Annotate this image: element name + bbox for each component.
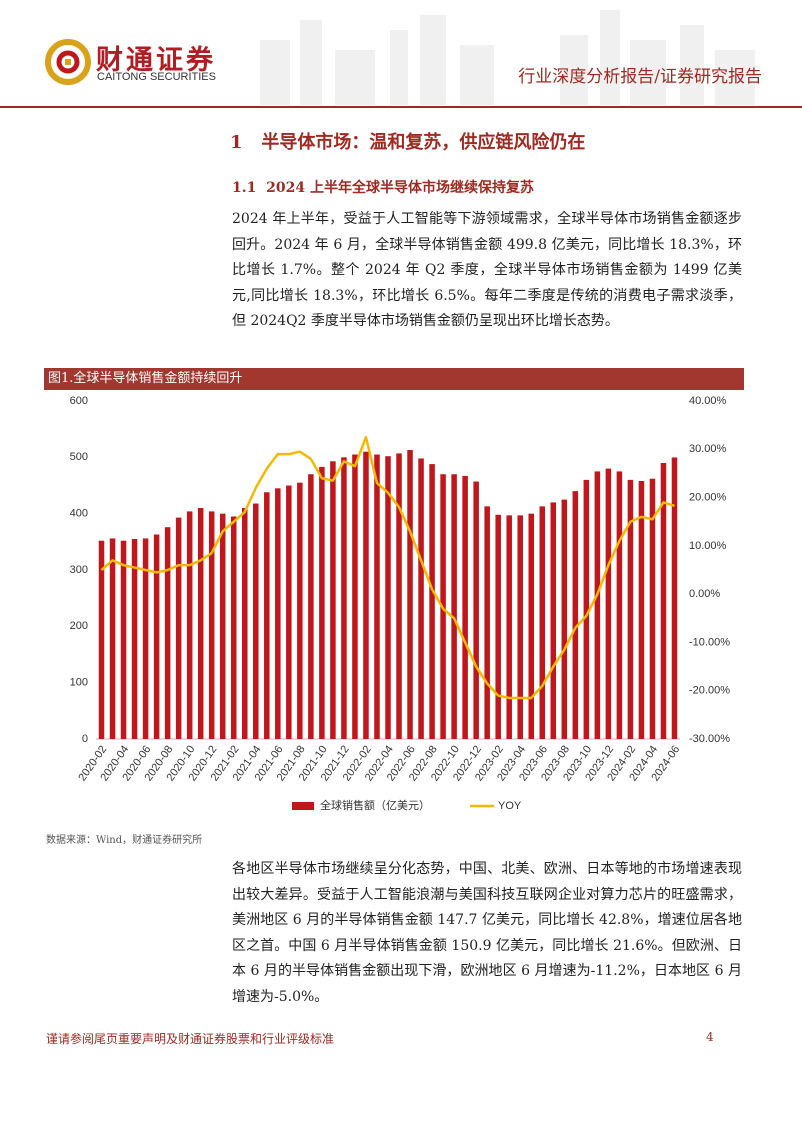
page-number: 4 xyxy=(706,1030,714,1044)
bar xyxy=(583,479,590,739)
bar xyxy=(142,538,149,739)
y2-tick-label: 20.00% xyxy=(689,491,727,503)
report-type: 行业深度分析报告/证券研究报告 xyxy=(518,67,762,87)
bar xyxy=(286,485,292,739)
bar xyxy=(230,516,237,739)
bar xyxy=(330,461,336,739)
y-tick-label: 200 xyxy=(70,620,88,632)
bar xyxy=(451,474,457,739)
bar xyxy=(164,527,171,739)
bar xyxy=(153,534,160,739)
bar xyxy=(561,499,568,739)
subsection-heading: 1.1 2024 上半年全球半导体市场继续保持复苏 xyxy=(232,177,534,197)
bar xyxy=(319,466,325,739)
bar xyxy=(594,471,601,739)
y2-tick-label: 10.00% xyxy=(689,540,727,552)
bar xyxy=(219,513,226,739)
bar xyxy=(264,492,270,739)
bar xyxy=(484,506,490,739)
y2-tick-label: 0.00% xyxy=(689,588,720,600)
y-tick-label: 0 xyxy=(82,733,88,745)
y2-tick-label: -20.00% xyxy=(689,685,730,697)
y-tick-label: 300 xyxy=(70,564,88,576)
bar xyxy=(131,539,138,739)
logo-cn: 财通证券 xyxy=(96,45,216,76)
bar xyxy=(550,502,557,739)
bar xyxy=(385,456,391,739)
bar xyxy=(363,451,369,739)
bar xyxy=(407,450,413,739)
bar xyxy=(186,511,193,739)
line xyxy=(100,435,675,700)
bar xyxy=(308,474,314,739)
y2-tick-label: 30.00% xyxy=(689,443,727,455)
bar xyxy=(197,508,204,739)
bar xyxy=(473,481,479,739)
bar xyxy=(660,462,667,739)
bar xyxy=(528,513,534,739)
paragraph: 各地区半导体市场继续呈分化态势，中国、北美、欧洲、日本等地的市场增速表现出较大差… xyxy=(232,861,742,1005)
bar xyxy=(462,475,468,739)
bar xyxy=(109,538,116,739)
legend-label: YOY xyxy=(498,800,522,812)
bar xyxy=(275,488,281,739)
subsection-title: 2024 上半年全球半导体市场继续保持复苏 xyxy=(266,180,534,196)
y-tick-label: 600 xyxy=(70,395,88,407)
bar xyxy=(341,457,347,739)
section-number: 1 xyxy=(230,132,243,153)
bar xyxy=(539,506,546,739)
bar xyxy=(495,514,501,739)
bar xyxy=(352,454,358,739)
bar xyxy=(506,515,512,739)
bar xyxy=(396,453,402,739)
y2-tick-label: -10.00% xyxy=(689,636,730,648)
bar xyxy=(374,454,380,739)
subsection-number: 1.1 xyxy=(232,180,257,196)
bar xyxy=(429,464,435,739)
bar xyxy=(671,457,678,739)
footer-disclaimer: 谨请参阅尾页重要声明及财通证券股票和行业评级标准 xyxy=(46,1032,335,1046)
y-tick-label: 400 xyxy=(70,508,88,520)
figure-source: 数据来源：Wind，财通证券研究所 xyxy=(46,835,203,846)
figure-caption: 图1.全球半导体销售金额持续回升 xyxy=(44,368,744,390)
bar xyxy=(297,482,303,739)
bar xyxy=(517,515,523,739)
bar xyxy=(627,479,634,739)
bar xyxy=(120,540,127,739)
logo-en: CAITONG SECURITIES xyxy=(97,71,216,83)
section-title: 半导体市场：温和复苏，供应链风险仍在 xyxy=(261,132,586,153)
y-tick-label: 500 xyxy=(70,451,88,463)
bar xyxy=(649,478,656,739)
legend-swatch xyxy=(292,802,314,810)
bar xyxy=(253,503,259,739)
bar xyxy=(98,540,105,739)
legend-label: 全球销售额（亿美元） xyxy=(320,798,430,812)
header-art xyxy=(0,10,802,108)
y2-tick-label: 40.00% xyxy=(689,395,727,407)
chart: 0 100 200 300 400 500 600 -30.00% -20.00% -10.00%… xyxy=(70,395,731,812)
y2-tick-label: -30.00% xyxy=(689,733,730,745)
bar xyxy=(418,458,424,739)
bar xyxy=(208,511,215,739)
bar xyxy=(638,480,645,739)
y-tick-label: 100 xyxy=(70,677,88,689)
bar xyxy=(605,468,612,739)
section-heading: 1 半导体市场：温和复苏，供应链风险仍在 xyxy=(230,128,585,154)
bar xyxy=(175,517,182,739)
bar xyxy=(616,471,623,739)
bar xyxy=(242,508,248,739)
paragraph: 2024 年上半年，受益于人工智能等下游领域需求，全球半导体市场销售金额逐步回升… xyxy=(232,211,742,330)
bar xyxy=(572,491,579,739)
